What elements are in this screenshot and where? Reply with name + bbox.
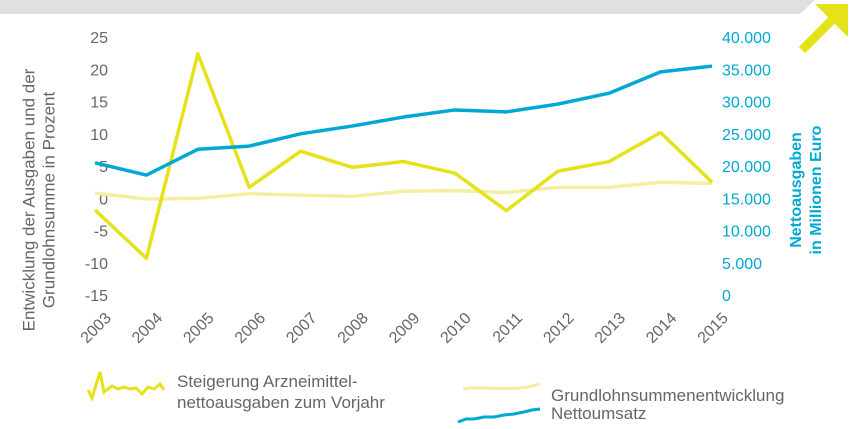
y-tick-label: 15 (90, 95, 108, 112)
y2-tick-label: 30.000 (722, 95, 771, 112)
legend-label: Nettoumsatz (551, 404, 647, 423)
x-tick-label: 2005 (180, 310, 217, 347)
x-tick-label: 2006 (232, 310, 269, 347)
y2-tick-label: 40.000 (722, 30, 771, 47)
x-tick-label: 2015 (695, 310, 732, 347)
header-band (0, 0, 815, 14)
x-tick-label: 2009 (386, 310, 423, 347)
x-tick-label: 2012 (540, 310, 577, 347)
y2-axis-title: in Millionen Euro (808, 125, 825, 254)
y2-tick-label: 10.000 (722, 224, 771, 241)
y-axis-title: Grundlohnsumme in Prozent (39, 92, 58, 309)
y-tick-label: 0 (99, 191, 108, 208)
x-tick-label: 2007 (283, 310, 320, 347)
legend-icon (462, 382, 541, 391)
y2-axis-title: Nettoausgaben (788, 132, 805, 248)
y-tick-label: -5 (94, 224, 108, 241)
x-tick-label: 2011 (490, 310, 526, 346)
series-line (94, 64, 713, 177)
y2-tick-label: 20.000 (722, 159, 771, 176)
y-tick-label: 20 (90, 62, 108, 79)
series-line (93, 52, 714, 261)
x-tick-label: 2004 (129, 310, 166, 347)
y-tick-label: -15 (85, 288, 108, 305)
x-tick-label: 2014 (643, 310, 680, 347)
arrow-icon (798, 4, 848, 54)
series-line (94, 180, 713, 201)
y-tick-label: 5 (99, 159, 108, 176)
y-axis-title: Entwicklung der Ausgaben und der (19, 68, 38, 331)
x-tick-label: 2013 (592, 310, 629, 347)
y2-tick-label: 35.000 (722, 62, 771, 79)
y2-tick-label: 0 (722, 288, 731, 305)
y2-tick-label: 5.000 (722, 256, 762, 273)
x-tick-label: 2008 (335, 310, 372, 347)
legend-icon (457, 407, 541, 424)
y2-tick-label: 15.000 (722, 191, 771, 208)
legend-icon (86, 371, 166, 403)
x-tick-label: 2010 (438, 310, 475, 347)
x-tick-label: 2003 (78, 310, 115, 347)
y-tick-label: 10 (90, 127, 108, 144)
y-tick-label: -10 (85, 256, 108, 273)
legend-label: Grundlohnsummenentwicklung (551, 386, 785, 405)
y-tick-label: 25 (90, 30, 108, 47)
y2-tick-label: 25.000 (722, 127, 771, 144)
legend-label: Steigerung Arzneimittel-nettoausgaben zu… (177, 372, 385, 412)
